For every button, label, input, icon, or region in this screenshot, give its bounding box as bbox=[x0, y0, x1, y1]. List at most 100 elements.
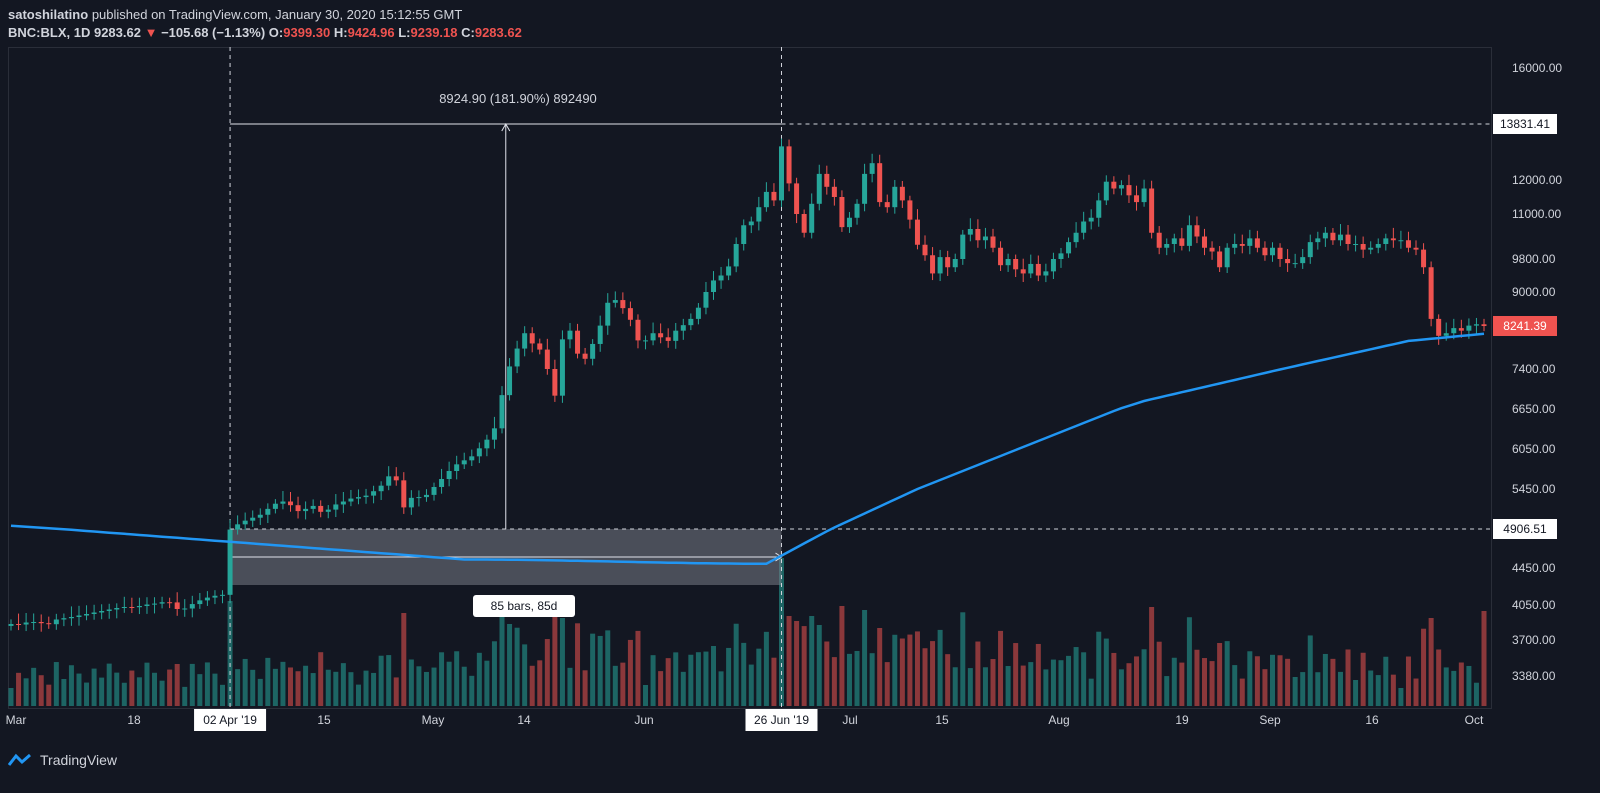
volume-bar bbox=[1224, 641, 1230, 706]
volume-bar bbox=[31, 667, 37, 706]
volume-bar bbox=[1262, 669, 1268, 706]
volume-bar bbox=[1013, 643, 1019, 706]
volume-bar bbox=[612, 665, 618, 706]
volume-bar bbox=[84, 682, 90, 706]
price-tag-current-bg bbox=[1493, 316, 1557, 336]
volume-bar bbox=[378, 655, 384, 706]
candle-body bbox=[786, 146, 792, 184]
measure-label: 8924.90 (181.90%) 892490 bbox=[439, 91, 597, 106]
candle-body bbox=[38, 622, 44, 624]
volume-bar bbox=[1405, 656, 1411, 706]
volume-bar bbox=[627, 639, 633, 706]
candle-body bbox=[922, 244, 928, 256]
candle-body bbox=[68, 617, 74, 619]
tradingview-logo-text[interactable]: TradingView bbox=[40, 752, 118, 768]
candle-body bbox=[960, 234, 966, 259]
candle-body bbox=[1421, 249, 1427, 268]
volume-bar bbox=[1171, 657, 1177, 706]
candle-body bbox=[1322, 232, 1328, 239]
candle-body bbox=[1428, 267, 1434, 319]
publish-info: published on TradingView.com, January 30… bbox=[91, 7, 463, 22]
volume-bar bbox=[937, 629, 943, 706]
y-axis-tick: 9800.00 bbox=[1512, 252, 1556, 266]
volume-bar bbox=[544, 639, 550, 706]
candle-body bbox=[839, 197, 845, 228]
candle-body bbox=[1020, 269, 1026, 274]
volume-bar bbox=[1292, 677, 1298, 706]
volume-bar bbox=[998, 630, 1004, 706]
candle-body bbox=[16, 624, 22, 625]
candle-body bbox=[1436, 318, 1442, 336]
candle-body bbox=[907, 200, 913, 220]
candle-body bbox=[99, 611, 105, 613]
candle-body bbox=[469, 456, 475, 461]
volume-bar bbox=[423, 671, 429, 706]
volume-bar bbox=[718, 671, 724, 706]
volume-bar bbox=[287, 667, 293, 706]
candle-body bbox=[310, 505, 316, 509]
volume-bar bbox=[1322, 653, 1328, 706]
candle-body bbox=[507, 366, 513, 396]
candle-body bbox=[1262, 247, 1268, 256]
x-highlight-label: 02 Apr '19 bbox=[203, 713, 257, 727]
candle-body bbox=[522, 333, 528, 349]
candle-body bbox=[937, 257, 943, 274]
candle-body bbox=[794, 183, 800, 214]
candle-body bbox=[982, 236, 988, 241]
volume-bar bbox=[854, 650, 860, 706]
candle-body bbox=[718, 275, 724, 281]
volume-bar bbox=[907, 634, 913, 706]
volume-bar bbox=[1300, 672, 1306, 706]
volume-bar bbox=[76, 673, 82, 706]
volume-bar bbox=[809, 616, 815, 706]
candle-body bbox=[1481, 324, 1487, 327]
candle-body bbox=[869, 163, 875, 174]
volume-bar bbox=[280, 661, 286, 706]
volume-bar bbox=[159, 680, 165, 706]
author-name[interactable]: satoshilatino bbox=[8, 7, 89, 22]
volume-bar bbox=[575, 623, 581, 706]
candle-body bbox=[287, 501, 293, 506]
volume-bar bbox=[1186, 617, 1192, 706]
candle-body bbox=[688, 318, 694, 326]
symbol-label[interactable]: BNC:BLX, 1D bbox=[8, 25, 91, 40]
candle-body bbox=[975, 229, 981, 241]
candle-body bbox=[1179, 238, 1185, 246]
volume-bar bbox=[23, 678, 29, 706]
volume-bar bbox=[703, 651, 709, 706]
volume-bar bbox=[1473, 682, 1479, 706]
candle-body bbox=[1277, 247, 1283, 259]
candle-body bbox=[809, 203, 815, 233]
volume-bar bbox=[68, 665, 74, 706]
volume-bar bbox=[1383, 656, 1389, 706]
tradingview-logo-icon bbox=[8, 753, 31, 766]
volume-bar bbox=[1134, 656, 1140, 706]
candle-body bbox=[1232, 244, 1238, 248]
price-tag-high-bg bbox=[1493, 114, 1557, 134]
candle-body bbox=[627, 308, 633, 320]
volume-bar bbox=[582, 670, 588, 706]
x-axis-tick: 15 bbox=[317, 713, 331, 727]
volume-bar bbox=[257, 678, 263, 706]
x-axis-tick: Oct bbox=[1465, 713, 1484, 727]
volume-bar bbox=[121, 682, 127, 706]
volume-bar bbox=[1194, 649, 1200, 706]
candle-body bbox=[1073, 232, 1079, 243]
volume-bar bbox=[348, 672, 354, 706]
candle-body bbox=[76, 615, 82, 617]
candle-body bbox=[998, 247, 1004, 266]
y-axis-tick: 4450.00 bbox=[1512, 561, 1556, 575]
volume-bar bbox=[167, 669, 173, 706]
candle-body bbox=[643, 340, 649, 342]
candle-body bbox=[1066, 242, 1072, 254]
candle-body bbox=[1307, 242, 1313, 258]
x-axis-tick: 14 bbox=[517, 713, 531, 727]
volume-bar bbox=[1307, 635, 1313, 706]
volume-bar bbox=[1375, 675, 1381, 706]
volume-bar bbox=[1202, 658, 1208, 706]
candle-body bbox=[552, 369, 558, 396]
candle-body bbox=[378, 485, 384, 492]
volume-bar bbox=[824, 641, 830, 706]
volume-bar bbox=[1337, 671, 1343, 706]
